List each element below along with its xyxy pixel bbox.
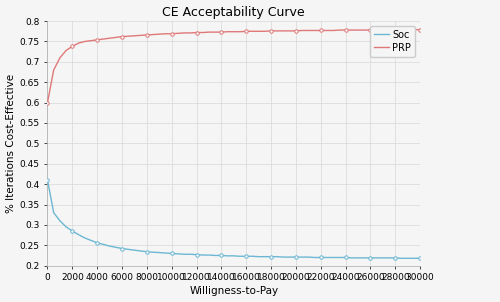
- Legend: Soc, PRP: Soc, PRP: [370, 26, 415, 57]
- Y-axis label: % Iterations Cost-Effective: % Iterations Cost-Effective: [6, 74, 16, 213]
- Title: CE Acceptability Curve: CE Acceptability Curve: [162, 5, 305, 18]
- X-axis label: Willigness-to-Pay: Willigness-to-Pay: [189, 286, 278, 297]
- PRP: [132, 34, 138, 37]
- Soc: [268, 255, 274, 259]
- Soc: [368, 256, 374, 260]
- Soc: [175, 252, 181, 255]
- PRP: [386, 28, 392, 31]
- Soc: [119, 247, 125, 250]
- PRP: [368, 28, 374, 32]
- Soc: [132, 248, 138, 252]
- PRP: [243, 30, 249, 33]
- Soc: [44, 178, 51, 182]
- Soc: [398, 256, 404, 260]
- PRP: [268, 29, 274, 33]
- Soc: [417, 256, 423, 260]
- Line: PRP: PRP: [48, 30, 420, 103]
- Soc: [243, 255, 249, 258]
- PRP: [44, 101, 51, 104]
- PRP: [175, 31, 181, 35]
- Line: Soc: Soc: [48, 180, 420, 258]
- PRP: [119, 35, 125, 38]
- PRP: [417, 28, 423, 31]
